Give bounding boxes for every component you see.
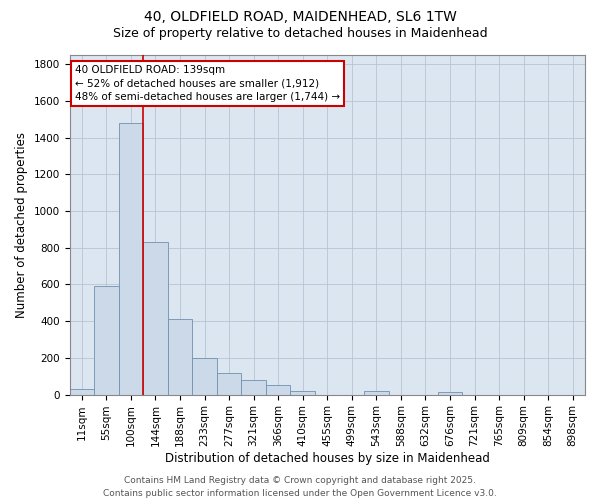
Bar xyxy=(119,123,143,394)
Text: 40 OLDFIELD ROAD: 139sqm
← 52% of detached houses are smaller (1,912)
48% of sem: 40 OLDFIELD ROAD: 139sqm ← 52% of detach… xyxy=(74,65,340,102)
Bar xyxy=(143,242,168,394)
Y-axis label: Number of detached properties: Number of detached properties xyxy=(15,132,28,318)
Bar xyxy=(364,391,389,394)
Text: Contains HM Land Registry data © Crown copyright and database right 2025.
Contai: Contains HM Land Registry data © Crown c… xyxy=(103,476,497,498)
Text: 40, OLDFIELD ROAD, MAIDENHEAD, SL6 1TW: 40, OLDFIELD ROAD, MAIDENHEAD, SL6 1TW xyxy=(143,10,457,24)
Bar xyxy=(241,380,266,394)
Bar xyxy=(438,392,462,394)
Text: Size of property relative to detached houses in Maidenhead: Size of property relative to detached ho… xyxy=(113,28,487,40)
X-axis label: Distribution of detached houses by size in Maidenhead: Distribution of detached houses by size … xyxy=(165,452,490,465)
Bar xyxy=(217,374,241,394)
Bar xyxy=(266,386,290,394)
Bar xyxy=(168,320,192,394)
Bar xyxy=(94,286,119,395)
Bar xyxy=(192,358,217,395)
Bar xyxy=(70,389,94,394)
Bar xyxy=(290,391,315,394)
